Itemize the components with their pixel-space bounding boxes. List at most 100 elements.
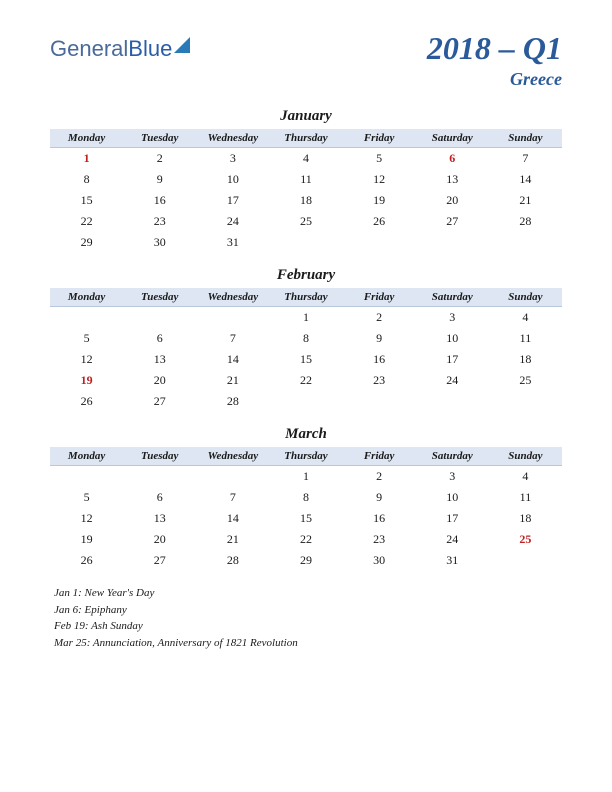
calendar-day: 21 [196,370,269,391]
day-header: Monday [50,447,123,466]
calendar-day: 5 [50,487,123,508]
month-name: February [50,267,562,284]
day-header: Tuesday [123,288,196,307]
calendar-day: 26 [343,211,416,232]
calendar-row: 1234 [50,466,562,488]
calendar-day: 29 [269,550,342,571]
day-header: Wednesday [196,129,269,148]
day-header: Tuesday [123,129,196,148]
calendar-day: 25 [489,529,562,550]
calendar-day: 14 [196,508,269,529]
calendar-day: 3 [416,466,489,488]
calendar-day [416,391,489,412]
calendar-row: 262728 [50,391,562,412]
calendar-day: 24 [416,370,489,391]
calendar-day: 21 [489,190,562,211]
header: GeneralBlue 2018 – Q1 Greece [50,30,562,90]
calendar-day [343,391,416,412]
calendar-day: 12 [50,349,123,370]
calendar-day: 21 [196,529,269,550]
calendar-day: 26 [50,550,123,571]
calendar-day: 8 [50,169,123,190]
day-header: Friday [343,129,416,148]
calendar-day: 18 [489,349,562,370]
calendar-day [269,391,342,412]
calendar-day: 15 [269,349,342,370]
calendar-day: 17 [416,508,489,529]
calendar-day: 22 [269,529,342,550]
calendar-day: 27 [123,550,196,571]
calendar-day: 28 [196,391,269,412]
calendar-day: 11 [269,169,342,190]
calendar-day [50,307,123,329]
calendar-day: 9 [123,169,196,190]
calendar-day: 13 [123,508,196,529]
holiday-entry: Mar 25: Annunciation, Anniversary of 182… [54,635,562,652]
logo: GeneralBlue [50,36,190,62]
calendar-day: 13 [416,169,489,190]
calendar-day: 29 [50,232,123,253]
calendar-day: 16 [343,508,416,529]
calendar-day: 17 [416,349,489,370]
calendar-day: 10 [416,328,489,349]
calendar-day: 20 [416,190,489,211]
calendar-row: 22232425262728 [50,211,562,232]
calendar-row: 262728293031 [50,550,562,571]
calendar-day: 31 [196,232,269,253]
calendar-table: MondayTuesdayWednesdayThursdayFridaySatu… [50,129,562,253]
calendar-day: 1 [269,307,342,329]
calendar-day [196,466,269,488]
holiday-list: Jan 1: New Year's DayJan 6: EpiphanyFeb … [50,585,562,651]
calendar-row: 293031 [50,232,562,253]
calendar-day: 15 [269,508,342,529]
day-header: Thursday [269,447,342,466]
logo-text-2: Blue [128,36,172,62]
calendar-day: 1 [50,148,123,170]
calendar-day: 10 [416,487,489,508]
month-name: March [50,426,562,443]
month-block: FebruaryMondayTuesdayWednesdayThursdayFr… [50,267,562,412]
calendar-day: 19 [50,370,123,391]
day-header: Friday [343,447,416,466]
calendar-row: 567891011 [50,328,562,349]
calendar-day: 2 [343,466,416,488]
calendar-day: 9 [343,487,416,508]
day-header: Wednesday [196,447,269,466]
logo-text-1: General [50,36,128,62]
calendar-container: JanuaryMondayTuesdayWednesdayThursdayFri… [50,108,562,571]
calendar-day: 1 [269,466,342,488]
calendar-day: 3 [416,307,489,329]
calendar-day: 2 [123,148,196,170]
title-block: 2018 – Q1 Greece [427,30,562,90]
calendar-day: 30 [343,550,416,571]
calendar-day: 27 [123,391,196,412]
calendar-day: 22 [269,370,342,391]
calendar-row: 19202122232425 [50,529,562,550]
calendar-day: 18 [489,508,562,529]
calendar-row: 15161718192021 [50,190,562,211]
day-header: Sunday [489,447,562,466]
calendar-day: 22 [50,211,123,232]
country-name: Greece [427,69,562,90]
calendar-day [50,466,123,488]
logo-triangle-icon [174,37,190,53]
calendar-day: 23 [343,529,416,550]
calendar-day: 5 [50,328,123,349]
calendar-day: 27 [416,211,489,232]
calendar-day: 7 [489,148,562,170]
holiday-entry: Jan 6: Epiphany [54,602,562,619]
calendar-day: 13 [123,349,196,370]
calendar-day: 6 [123,328,196,349]
calendar-day: 16 [343,349,416,370]
calendar-row: 891011121314 [50,169,562,190]
calendar-day [489,550,562,571]
calendar-day: 14 [489,169,562,190]
calendar-day: 5 [343,148,416,170]
calendar-row: 19202122232425 [50,370,562,391]
day-header: Saturday [416,447,489,466]
calendar-day: 7 [196,328,269,349]
calendar-row: 12131415161718 [50,508,562,529]
calendar-day [416,232,489,253]
calendar-day: 14 [196,349,269,370]
calendar-day: 11 [489,328,562,349]
